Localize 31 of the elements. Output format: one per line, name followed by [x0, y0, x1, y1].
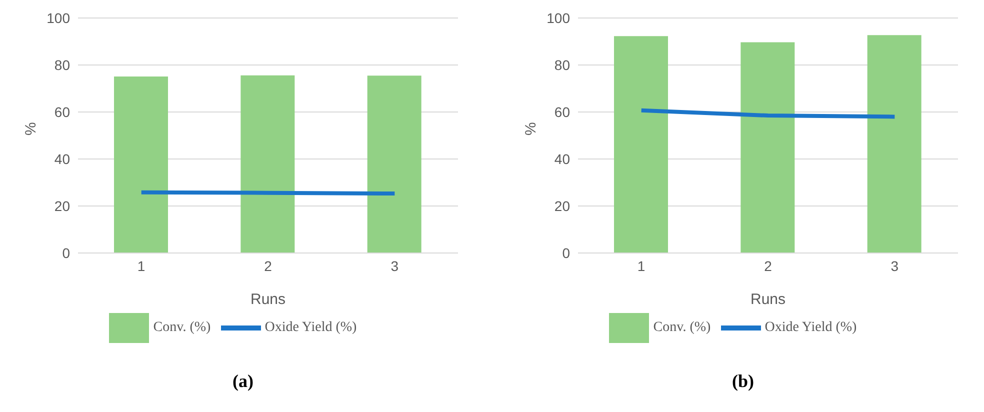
- x-axis-title: Runs: [250, 291, 286, 308]
- y-tick-label: 60: [54, 104, 70, 120]
- legend-label: Conv. (%): [153, 320, 211, 336]
- legend-label: Oxide Yield (%): [764, 320, 857, 336]
- bar: [867, 35, 922, 253]
- x-tick-label: 3: [890, 258, 899, 274]
- y-tick-label: 80: [54, 56, 70, 73]
- legend-label: Oxide Yield (%): [264, 320, 357, 336]
- text: (a): [232, 371, 254, 392]
- y-axis-title: %: [22, 122, 40, 136]
- bar: [740, 42, 795, 253]
- y-tick-label: 100: [546, 10, 570, 26]
- x-axis-title: Runs: [750, 291, 786, 308]
- legend-label: Conv. (%): [653, 320, 711, 336]
- y-tick-label: 60: [554, 104, 570, 120]
- x-tick-label: 1: [637, 258, 646, 274]
- x-tick-label: 2: [764, 258, 772, 274]
- y-axis-title: %: [522, 122, 540, 136]
- y-tick-label: 0: [62, 244, 70, 261]
- y-tick-label: 0: [562, 244, 570, 261]
- y-tick-label: 100: [46, 10, 70, 26]
- y-tick-label: 40: [554, 150, 570, 167]
- text: (b): [731, 371, 755, 392]
- y-tick-label: 20: [554, 198, 570, 214]
- y-tick-label: 80: [554, 56, 570, 73]
- bar: [614, 36, 668, 253]
- y-tick-label: 20: [54, 198, 70, 214]
- x-tick-label: 1: [137, 258, 146, 274]
- x-tick-label: 3: [390, 258, 399, 274]
- x-tick-label: 2: [264, 258, 272, 274]
- y-tick-label: 40: [54, 150, 70, 167]
